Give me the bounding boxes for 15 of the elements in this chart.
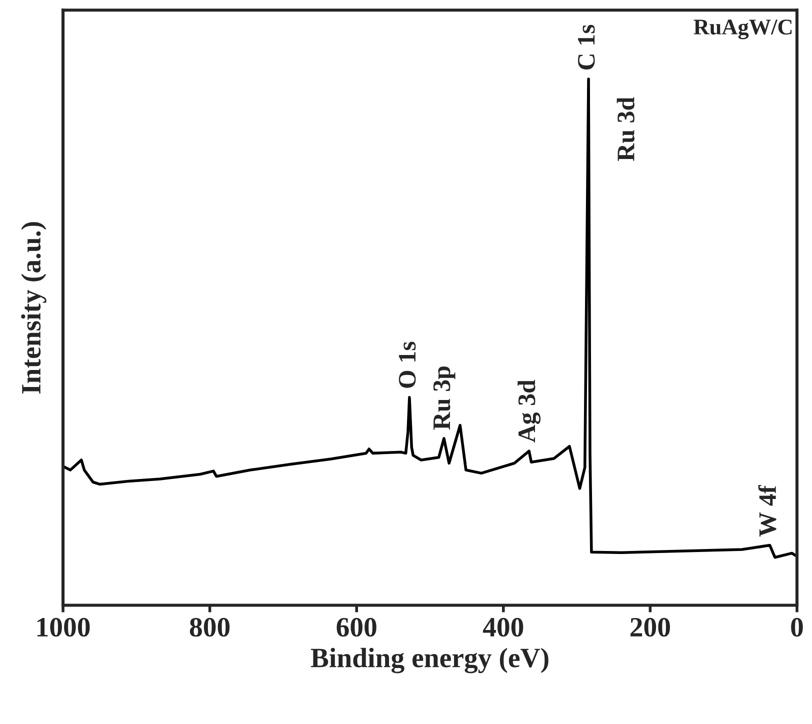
text: RuAgW/C bbox=[694, 20, 792, 40]
annotation: Ru 3d bbox=[616, 97, 634, 162]
x-tick-label: 0 bbox=[791, 618, 803, 637]
annotation: Ag 3d bbox=[518, 380, 541, 443]
annotation: O 1s bbox=[398, 342, 416, 388]
y-axis-title: Intensity (a.u.) bbox=[21, 222, 46, 394]
annotation: W 4f bbox=[758, 485, 776, 537]
x-axis-title: Binding energy (eV) bbox=[310, 648, 548, 674]
x-tick-label: 200 bbox=[630, 618, 670, 637]
x-tick-label: 1000 bbox=[37, 618, 90, 637]
x-tick-label: 600 bbox=[336, 618, 376, 637]
annotation: Ru 3p bbox=[433, 366, 456, 430]
annotation: C 1s bbox=[578, 24, 595, 70]
x-tick-label: 400 bbox=[482, 618, 524, 637]
x-tick-label: 800 bbox=[190, 618, 230, 637]
